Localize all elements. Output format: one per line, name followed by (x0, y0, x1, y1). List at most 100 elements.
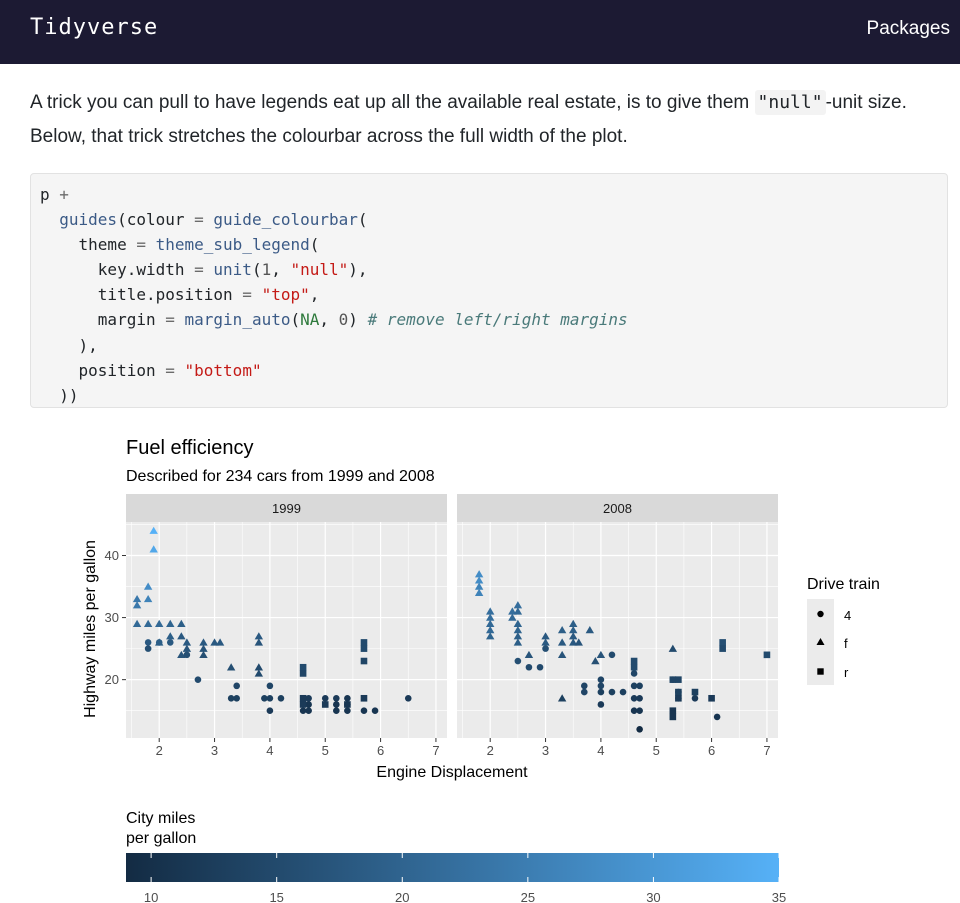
data-point-f (541, 638, 550, 646)
data-point-4 (713, 713, 721, 721)
code-line: key.width = unit(1, "null"), (40, 260, 368, 280)
data-point-4 (542, 645, 549, 652)
code-line: position = "bottom" (40, 360, 262, 380)
chart-subtitle: Described for 234 cars from 1999 and 200… (126, 468, 435, 485)
data-point-r (360, 694, 368, 702)
data-point-f (143, 594, 153, 603)
data-point-4 (597, 676, 605, 683)
data-point-4 (321, 694, 329, 702)
data-point-4 (514, 657, 522, 665)
x-tick-label: 4 (597, 743, 604, 758)
x-tick-label: 7 (432, 743, 439, 758)
paragraph-text-1: A trick you can pull to have legends eat… (30, 92, 755, 113)
data-point-4 (580, 688, 588, 696)
x-tick-label: 3 (211, 743, 218, 758)
data-point-r (669, 676, 677, 683)
data-point-4 (299, 707, 307, 714)
data-point-f (557, 638, 567, 646)
data-point-f (508, 613, 517, 621)
data-point-f (668, 644, 678, 652)
data-point-r (719, 639, 726, 646)
nav-link-packages[interactable]: Packages (866, 18, 950, 39)
data-point-r (299, 701, 307, 708)
data-point-f (591, 657, 600, 665)
data-point-4 (155, 639, 163, 646)
data-point-4 (597, 682, 605, 690)
data-point-4 (525, 663, 533, 671)
data-point-f (569, 619, 578, 627)
code-line: ), (40, 335, 98, 355)
data-point-f (513, 619, 523, 627)
legend-title: Drive train (807, 576, 880, 593)
data-point-f (177, 632, 186, 640)
data-point-f (474, 570, 484, 578)
data-point-4 (630, 670, 638, 677)
colourbar-tick-label: 10 (144, 890, 158, 903)
data-point-4 (630, 694, 638, 702)
data-point-r (675, 694, 682, 702)
data-point-r (299, 670, 307, 677)
data-point-f (166, 619, 175, 627)
panel-background (126, 522, 447, 738)
data-point-f (210, 638, 219, 646)
data-point-f (513, 638, 523, 646)
facet-strip (126, 494, 447, 522)
data-point-f (474, 576, 484, 584)
facet-strip-label: 2008 (603, 501, 632, 516)
data-point-f (569, 632, 578, 640)
data-point-4 (194, 676, 202, 683)
colourbar-title: City miles per gallon (126, 810, 196, 847)
data-point-f (149, 526, 158, 534)
x-tick-label: 6 (377, 743, 384, 758)
code-line: guides(colour = guide_colourbar( (59, 210, 368, 230)
data-point-f (177, 619, 186, 627)
data-point-r (630, 657, 638, 665)
data-point-f (486, 607, 495, 615)
data-point-r (669, 707, 677, 714)
data-point-4 (371, 707, 379, 714)
code-content: p + guides(colour = guide_colourbar( the… (40, 182, 628, 408)
data-point-f (486, 619, 495, 627)
facet-panel-1999: 1999 2 3 4 5 6 7 20 30 40 (105, 494, 447, 758)
x-tick-label: 5 (322, 743, 329, 758)
legend-key-f-symbol (816, 638, 825, 645)
data-point-f (486, 632, 495, 640)
data-point-f (513, 626, 523, 634)
x-tick-label: 7 (763, 743, 770, 758)
data-point-4 (333, 694, 340, 702)
data-point-f (596, 650, 606, 659)
facet-strip (457, 494, 778, 522)
data-point-f (486, 626, 495, 634)
data-point-f (557, 694, 567, 702)
fuel-efficiency-plot: Fuel efficiency Described for 234 cars f… (82, 437, 880, 903)
data-point-4 (360, 707, 368, 714)
data-point-4 (636, 694, 643, 702)
legend-label-4: 4 (844, 608, 851, 623)
data-point-4 (636, 682, 643, 690)
data-point-r (763, 651, 771, 659)
x-tick-label: 2 (487, 743, 494, 758)
data-point-f (226, 663, 236, 671)
brand-logo[interactable]: Tidyverse (30, 15, 159, 40)
data-point-f (254, 669, 264, 677)
data-point-4 (344, 694, 351, 702)
data-point-f (557, 626, 567, 634)
x-tick-label: 3 (542, 743, 549, 758)
data-point-f (182, 644, 192, 652)
data-point-f (513, 632, 523, 640)
data-point-4 (630, 682, 638, 690)
facet-panel-2008: 2008 2 3 4 5 6 7 (457, 494, 778, 758)
data-point-4 (144, 639, 152, 646)
data-point-f (149, 545, 158, 553)
data-point-f (132, 619, 142, 627)
data-point-4 (580, 682, 588, 690)
data-point-4 (608, 651, 616, 659)
colourbar-tick-label: 15 (269, 890, 283, 903)
chart-title: Fuel efficiency (126, 437, 253, 459)
data-point-f (557, 650, 567, 659)
code-block[interactable]: p + guides(colour = guide_colourbar( the… (30, 173, 948, 408)
data-point-4 (266, 707, 274, 714)
y-tick-label: 40 (105, 548, 119, 563)
data-point-f (486, 613, 495, 621)
data-point-4 (691, 694, 699, 702)
